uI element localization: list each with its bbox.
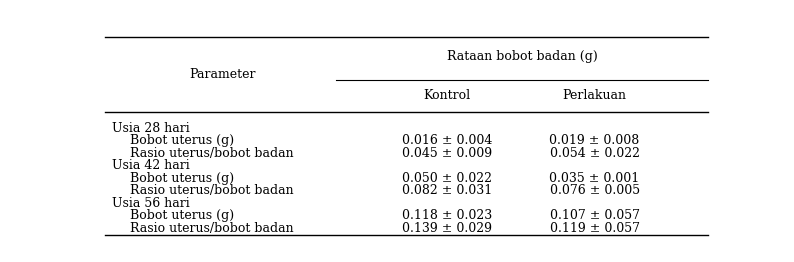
Text: 0.118 ± 0.023: 0.118 ± 0.023 [402,209,492,222]
Text: Parameter: Parameter [189,68,256,81]
Text: Rasio uterus/bobot badan: Rasio uterus/bobot badan [130,147,294,160]
Text: Bobot uterus (g): Bobot uterus (g) [130,134,234,147]
Text: 0.082 ± 0.031: 0.082 ± 0.031 [402,184,492,197]
Text: Rasio uterus/bobot badan: Rasio uterus/bobot badan [130,222,294,235]
Text: Rataan bobot badan (g): Rataan bobot badan (g) [447,50,598,63]
Text: 0.045 ± 0.009: 0.045 ± 0.009 [402,147,492,160]
Text: Bobot uterus (g): Bobot uterus (g) [130,209,234,222]
Text: Usia 28 hari: Usia 28 hari [111,122,189,135]
Text: 0.119 ± 0.057: 0.119 ± 0.057 [549,222,640,235]
Text: Bobot uterus (g): Bobot uterus (g) [130,172,234,185]
Text: 0.076 ± 0.005: 0.076 ± 0.005 [549,184,640,197]
Text: 0.050 ± 0.022: 0.050 ± 0.022 [402,172,492,185]
Text: 0.016 ± 0.004: 0.016 ± 0.004 [402,134,492,147]
Text: Perlakuan: Perlakuan [563,90,626,102]
Text: 0.019 ± 0.008: 0.019 ± 0.008 [549,134,640,147]
Text: 0.035 ± 0.001: 0.035 ± 0.001 [549,172,640,185]
Text: 0.107 ± 0.057: 0.107 ± 0.057 [549,209,640,222]
Text: 0.054 ± 0.022: 0.054 ± 0.022 [549,147,640,160]
Text: Usia 56 hari: Usia 56 hari [111,197,189,210]
Text: Usia 42 hari: Usia 42 hari [111,159,189,172]
Text: Kontrol: Kontrol [423,90,471,102]
Text: Rasio uterus/bobot badan: Rasio uterus/bobot badan [130,184,294,197]
Text: 0.139 ± 0.029: 0.139 ± 0.029 [402,222,492,235]
